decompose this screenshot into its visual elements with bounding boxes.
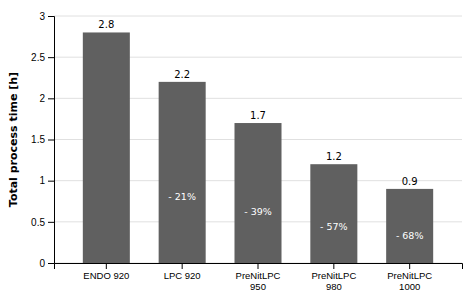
x-tick-label: PreNitLPC950 (236, 270, 281, 292)
x-tick-label-line: PreNitLPC (236, 270, 281, 281)
y-tick: 2 (39, 93, 54, 104)
data-label: 2.8 (98, 19, 114, 30)
x-tick-mark (182, 263, 183, 269)
x-axis-line (55, 264, 463, 270)
x-tick-label-line: 980 (326, 281, 342, 292)
y-tick: 2.5 (31, 52, 54, 63)
chart: 00.511.522.53ENDO 920LPC 920PreNitLPC950… (0, 0, 474, 303)
y-tick-label: 2 (39, 93, 45, 104)
data-label: 0.9 (402, 176, 418, 187)
x-tick: PreNitLPC1000 (387, 263, 432, 292)
y-tick-mark (48, 98, 54, 99)
y-axis-title: Total process time [h] (7, 72, 20, 207)
y-tick-label: 2.5 (31, 52, 45, 63)
y-tick-label: 0.5 (31, 217, 45, 228)
x-tick-label-line: LPC 920 (164, 270, 201, 281)
bars (83, 32, 433, 263)
y-tick-mark (48, 140, 54, 141)
y-tick: 3 (39, 11, 54, 22)
y-axis-line (48, 17, 55, 264)
x-tick-label-line: PreNitLPC (387, 270, 432, 281)
y-tick-label: 0 (39, 258, 45, 269)
y-tick: 1.5 (31, 134, 54, 145)
bar (310, 164, 357, 263)
x-tick-mark (409, 263, 410, 269)
x-tick-label-line: PreNitLPC (311, 270, 356, 281)
x-tick: LPC 920 (164, 263, 201, 281)
plot: 00.511.522.53ENDO 920LPC 920PreNitLPC950… (31, 11, 462, 292)
y-tick: 1 (39, 175, 54, 186)
bar (234, 123, 281, 263)
y-tick-mark (48, 16, 54, 17)
annotation: - 39% (244, 206, 272, 217)
y-tick-label: 3 (39, 11, 45, 22)
y-tick-label: 1 (39, 175, 45, 186)
y-axis: 0 0.5 1 1.5 2 2.5 3 (31, 11, 54, 269)
annotation: - 57% (320, 221, 348, 232)
x-tick-label-line: ENDO 920 (83, 270, 129, 281)
bar (83, 32, 130, 263)
data-labels: 2.8 2.2 1.7 1.2 0.9 (98, 19, 417, 186)
bar (386, 189, 433, 263)
y-tick: 0.5 (31, 217, 54, 228)
data-label: 1.7 (250, 110, 266, 121)
x-tick: ENDO 920 (83, 263, 129, 281)
data-label: 1.2 (326, 151, 342, 162)
annotations: - 21% - 39% - 57% - 68% (168, 191, 423, 241)
y-tick-mark (48, 57, 54, 58)
x-tick-label: PreNitLPC980 (311, 270, 356, 292)
x-axis: ENDO 920LPC 920PreNitLPC950PreNitLPC980P… (55, 263, 463, 292)
y-tick-mark (48, 263, 54, 264)
y-tick-mark (48, 222, 54, 223)
y-tick-mark (48, 181, 54, 182)
x-tick-mark (258, 263, 259, 269)
y-tick-label: 1.5 (31, 134, 45, 145)
x-tick: PreNitLPC980 (311, 263, 356, 292)
annotation: - 21% (168, 191, 196, 202)
data-label: 2.2 (174, 69, 190, 80)
x-tick-mark (106, 263, 107, 269)
x-tick-label: PreNitLPC1000 (387, 270, 432, 292)
x-tick-label-line: 1000 (399, 281, 420, 292)
x-tick-label-line: 950 (250, 281, 266, 292)
x-tick-label: ENDO 920 (83, 270, 129, 281)
y-tick: 0 (39, 258, 54, 269)
x-tick-label: LPC 920 (164, 270, 201, 281)
x-tick-mark (333, 263, 334, 269)
grid-line (54, 16, 462, 17)
grid (54, 16, 462, 263)
annotation: - 68% (396, 230, 424, 241)
x-tick: PreNitLPC950 (236, 263, 281, 292)
bar (159, 82, 206, 263)
